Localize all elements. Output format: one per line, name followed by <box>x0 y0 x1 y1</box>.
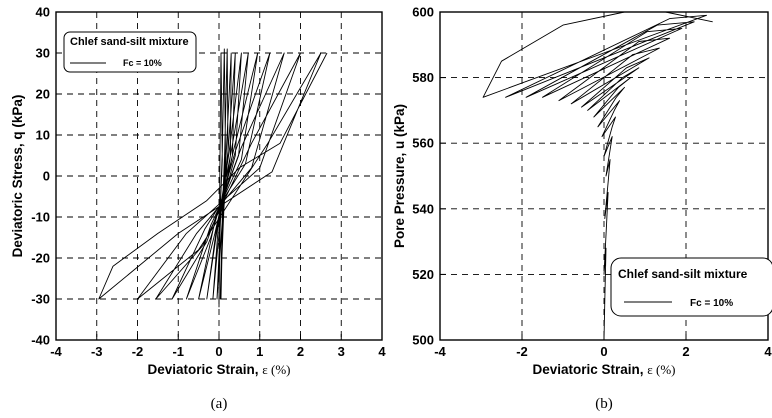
y-tick-label: 580 <box>412 70 434 85</box>
x-axis-label-text-b: Deviatoric Strain, <box>533 362 648 377</box>
x-axis-unit-b: ε (%) <box>647 362 675 377</box>
y-tick-label: 30 <box>36 46 50 61</box>
x-tick-label: 0 <box>215 344 222 359</box>
y-tick-label: 40 <box>36 5 50 20</box>
x-tick-label: 0 <box>600 344 607 359</box>
series-line <box>482 11 713 341</box>
y-tick-label: -40 <box>31 333 50 348</box>
y-tick-label: 10 <box>36 128 50 143</box>
series-a <box>98 48 328 308</box>
y-tick-label: 20 <box>36 87 50 102</box>
y-tick-label: 520 <box>412 267 434 282</box>
x-tick-label: -4 <box>434 344 446 359</box>
x-tick-label: 1 <box>256 344 263 359</box>
x-axis-label-text-a: Deviatoric Strain, <box>148 362 263 377</box>
x-tick-label: 3 <box>338 344 345 359</box>
x-tick-label: -4 <box>50 344 62 359</box>
x-axis-label-b: Deviatoric Strain, ε (%) <box>533 362 676 377</box>
x-tick-label: -3 <box>91 344 103 359</box>
y-tick-label: -30 <box>31 292 50 307</box>
y-axis-label-b: Pore Pressure, u (kPa) <box>392 104 407 248</box>
y-tick-label: 500 <box>412 333 434 348</box>
x-tick-label: 4 <box>764 344 772 359</box>
x-tick-label: 2 <box>682 344 689 359</box>
x-tick-label: -2 <box>516 344 528 359</box>
panel-label-a: (a) <box>211 396 228 412</box>
series-b <box>482 11 713 341</box>
y-tick-label: 560 <box>412 136 434 151</box>
panel-label-b: (b) <box>595 396 613 412</box>
legend-title-a: Chlef sand-silt mixture <box>70 36 189 48</box>
chart-panel-b: -4 -2 0 2 4 500 520 540 560 580 600 Chlef sand-sil… <box>392 5 772 412</box>
ticks-b: -4 -2 0 2 4 500 520 540 560 580 600 <box>412 5 772 360</box>
x-axis-unit-a: ε (%) <box>262 362 290 377</box>
x-tick-label: -1 <box>172 344 184 359</box>
y-axis-label-a: Deviatoric Stress, q (kPa) <box>10 95 25 258</box>
legend-box-b <box>610 257 772 317</box>
x-tick-label: 2 <box>297 344 304 359</box>
x-tick-label: -2 <box>132 344 144 359</box>
y-tick-label: 540 <box>412 201 434 216</box>
legend-b: Chlef sand-silt mixture Fc = 10% <box>610 257 772 317</box>
y-tick-label: 0 <box>43 169 50 184</box>
legend-a: Chlef sand-silt mixture Fc = 10% <box>63 31 197 73</box>
y-tick-label: -20 <box>31 251 50 266</box>
legend-entry-b: Fc = 10% <box>690 298 733 309</box>
x-axis-label-a: Deviatoric Strain, ε (%) <box>148 362 291 377</box>
legend-entry-a: Fc = 10% <box>123 58 162 68</box>
y-tick-label: -10 <box>31 210 50 225</box>
legend-title-b: Chlef sand-silt mixture <box>618 267 748 281</box>
series-line <box>98 48 328 308</box>
legend-box-a <box>63 31 197 73</box>
x-tick-label: 4 <box>378 344 386 359</box>
y-tick-label: 600 <box>412 5 434 20</box>
